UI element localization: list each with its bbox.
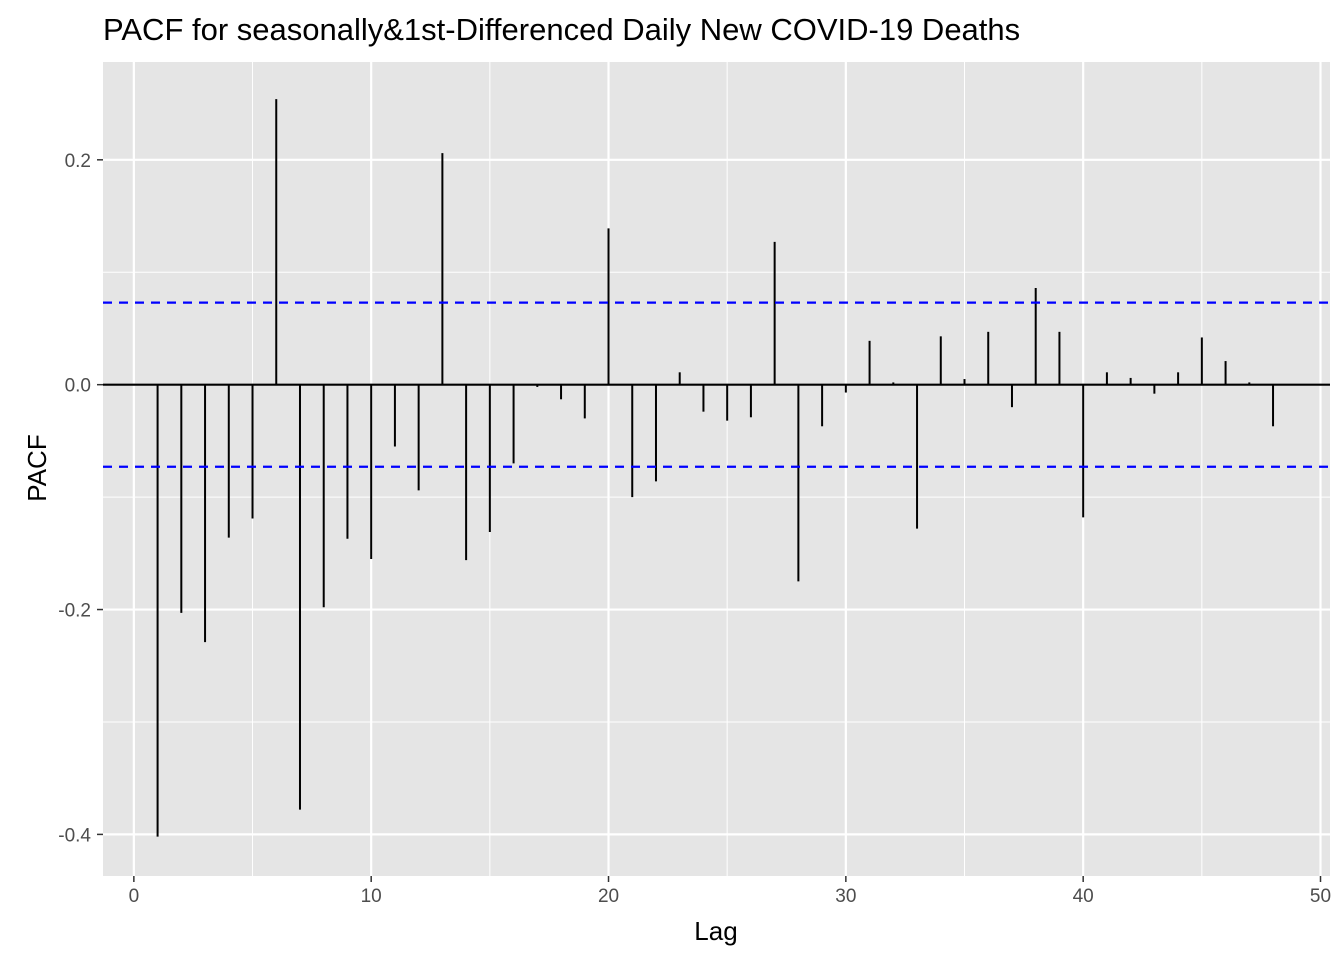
pacf-bars — [156, 99, 1275, 837]
y-tick-label: 0.2 — [65, 151, 91, 172]
minor-gridlines — [103, 62, 1330, 876]
chart-title: PACF for seasonally&1st-Differenced Dail… — [103, 12, 1020, 47]
x-axis: 0 10 20 30 40 50 — [129, 876, 1331, 907]
confidence-lines — [103, 301, 1330, 468]
x-axis-title: Lag — [694, 916, 737, 946]
plot-panel — [103, 62, 1330, 876]
x-tick-label: 50 — [1310, 886, 1331, 907]
x-tick-label: 30 — [835, 886, 856, 907]
y-tick-label: -0.4 — [58, 825, 91, 846]
y-tick-label: -0.2 — [58, 601, 91, 622]
x-tick-label: 0 — [129, 886, 140, 907]
x-tick-label: 40 — [1073, 886, 1094, 907]
y-axis: -0.4 -0.2 0.0 0.2 — [58, 151, 103, 846]
x-tick-label: 20 — [598, 886, 619, 907]
y-axis-title: PACF — [22, 434, 52, 501]
y-tick-label: 0.0 — [65, 376, 91, 397]
x-tick-label: 10 — [361, 886, 382, 907]
